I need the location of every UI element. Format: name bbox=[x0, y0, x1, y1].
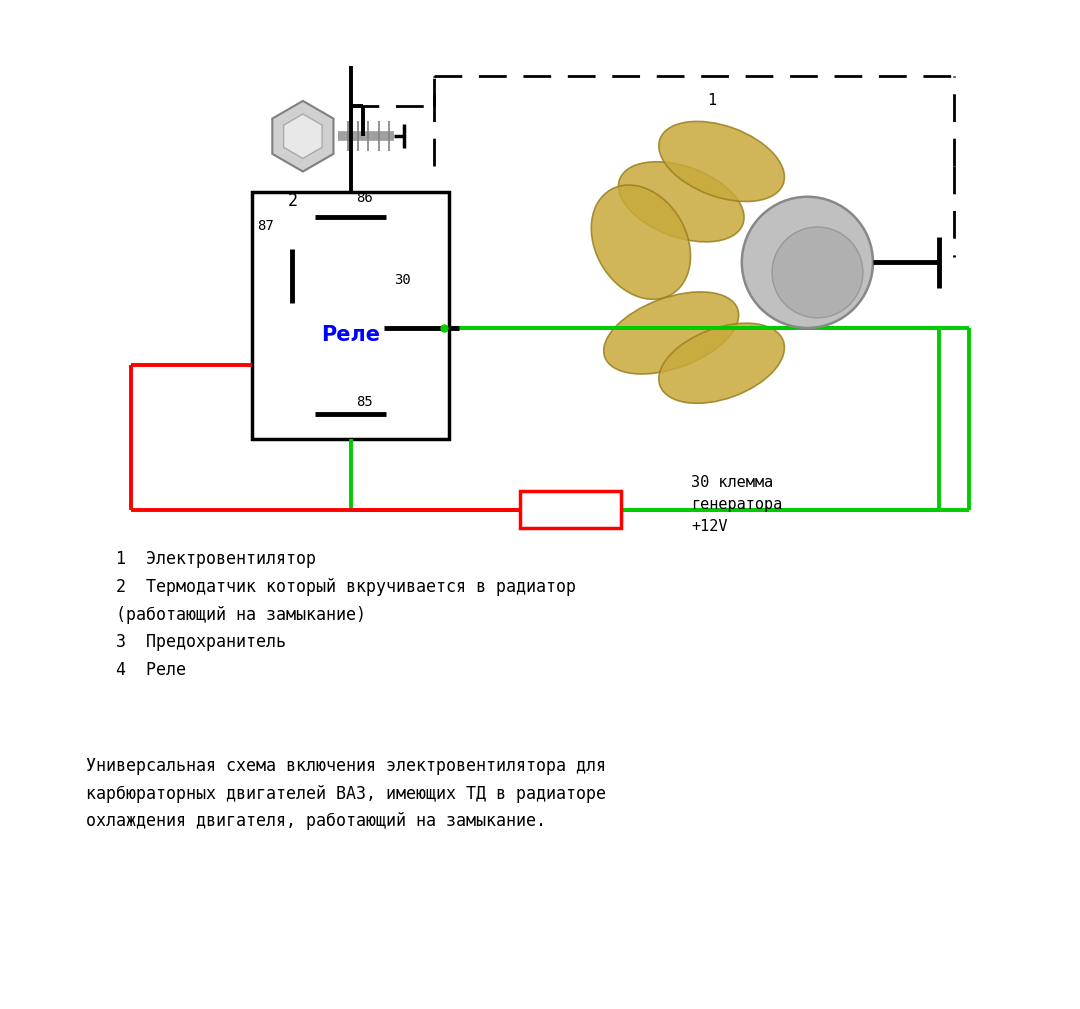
Text: 1: 1 bbox=[707, 94, 716, 108]
Text: 2: 2 bbox=[287, 192, 298, 210]
Ellipse shape bbox=[659, 121, 784, 202]
Text: 87: 87 bbox=[257, 219, 274, 233]
Ellipse shape bbox=[591, 185, 690, 300]
Ellipse shape bbox=[619, 161, 744, 242]
Circle shape bbox=[742, 197, 873, 328]
Text: Универсальная схема включения электровентилятора для
карбюраторных двигателей ВА: Универсальная схема включения электровен… bbox=[86, 757, 606, 830]
Text: 30: 30 bbox=[394, 273, 410, 288]
Bar bbox=[519, 491, 621, 528]
Polygon shape bbox=[272, 101, 334, 172]
Polygon shape bbox=[284, 114, 322, 158]
Text: 85: 85 bbox=[355, 395, 373, 409]
Circle shape bbox=[772, 227, 863, 318]
Ellipse shape bbox=[604, 292, 739, 374]
Text: 30 клемма
генератора
+12V: 30 клемма генератора +12V bbox=[691, 475, 783, 534]
Ellipse shape bbox=[659, 323, 784, 404]
Bar bbox=[253, 192, 449, 439]
Text: 86: 86 bbox=[355, 191, 373, 205]
Text: Реле: Реле bbox=[322, 325, 380, 345]
Text: 1  Электровентилятор
2  Термодатчик который вкручивается в радиатор
(работающий : 1 Электровентилятор 2 Термодатчик которы… bbox=[117, 550, 577, 679]
